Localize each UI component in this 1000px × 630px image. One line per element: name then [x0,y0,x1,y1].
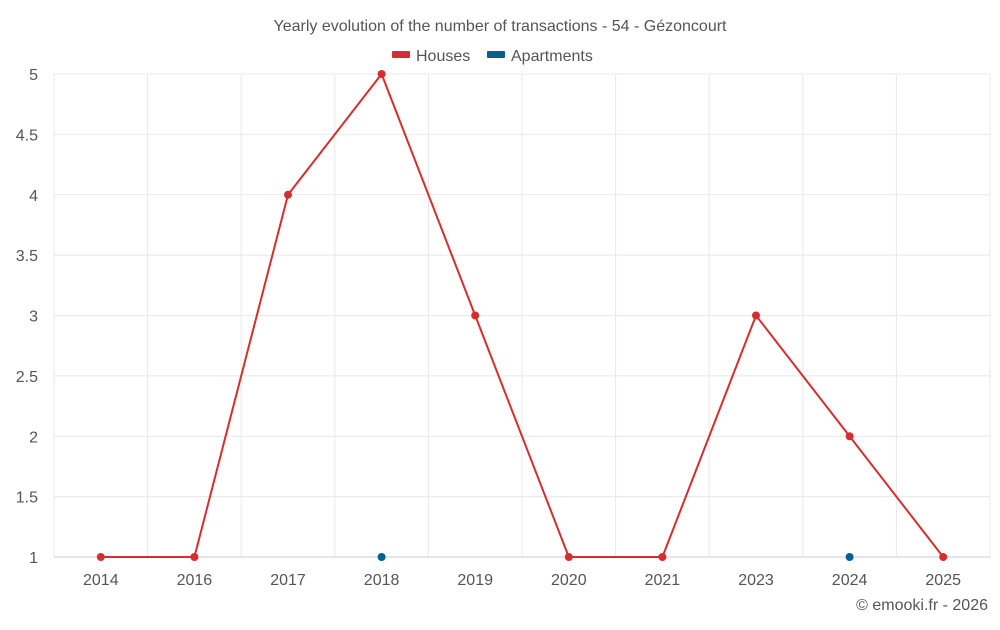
data-point-houses-2018[interactable] [377,70,386,78]
data-point-houses-2024[interactable] [845,432,854,441]
data-point-apartments-2024[interactable] [845,553,854,561]
chart-title: Yearly evolution of the number of transa… [274,18,728,35]
legend-label-houses: Houses [416,48,470,65]
data-point-houses-2014[interactable] [96,553,105,561]
y-tick-label: 5 [29,67,38,84]
y-axis: 1 1.5 2 2.5 3 3.5 4 4.5 5 [16,67,38,567]
y-tick-label: 2 [29,429,38,446]
legend-item-houses[interactable]: Houses [392,48,470,65]
data-point-houses-2017[interactable] [284,190,292,199]
y-tick-label: 3 [29,309,38,326]
y-tick-label: 4 [29,188,38,205]
data-point-houses-2020[interactable] [564,553,573,561]
y-tick-label: 3.5 [16,248,38,265]
x-tick-label: 2023 [738,572,774,589]
x-tick-label: 2018 [364,572,400,589]
x-tick-label: 2017 [270,572,306,589]
series-layer [96,70,948,561]
x-tick-label: 2025 [925,572,961,589]
x-tick-label: 2019 [457,572,493,589]
series-line-houses [100,73,944,558]
x-tick-label: 2014 [83,572,119,589]
x-tick-label: 2020 [551,572,587,589]
y-tick-label: 1 [29,550,38,567]
x-tick-label: 2021 [645,572,681,589]
y-tick-label: 1.5 [16,490,38,507]
data-point-houses-2021[interactable] [658,553,667,561]
legend-swatch-houses [392,51,410,58]
data-point-houses-2023[interactable] [752,311,760,320]
legend-label-apartments: Apartments [511,48,593,65]
x-axis: 2014 2016 2017 2018 2019 2020 2021 2023 2024 2025 [83,572,961,589]
x-tick-label: 2024 [832,572,868,589]
data-point-houses-2025[interactable] [939,553,948,561]
y-tick-label: 4.5 [16,127,38,144]
legend-item-apartments[interactable]: Apartments [487,48,593,65]
y-tick-label: 2.5 [16,369,38,386]
legend-swatch-apartments [487,51,505,58]
data-point-houses-2016[interactable] [190,553,199,561]
chart-legend: Houses Apartments [392,48,593,65]
x-tick-label: 2016 [177,572,213,589]
data-point-apartments-2018[interactable] [377,553,386,561]
credit-text: © emooki.fr - 2026 [856,597,988,614]
data-point-houses-2019[interactable] [471,311,480,320]
chart-grid [53,73,991,558]
